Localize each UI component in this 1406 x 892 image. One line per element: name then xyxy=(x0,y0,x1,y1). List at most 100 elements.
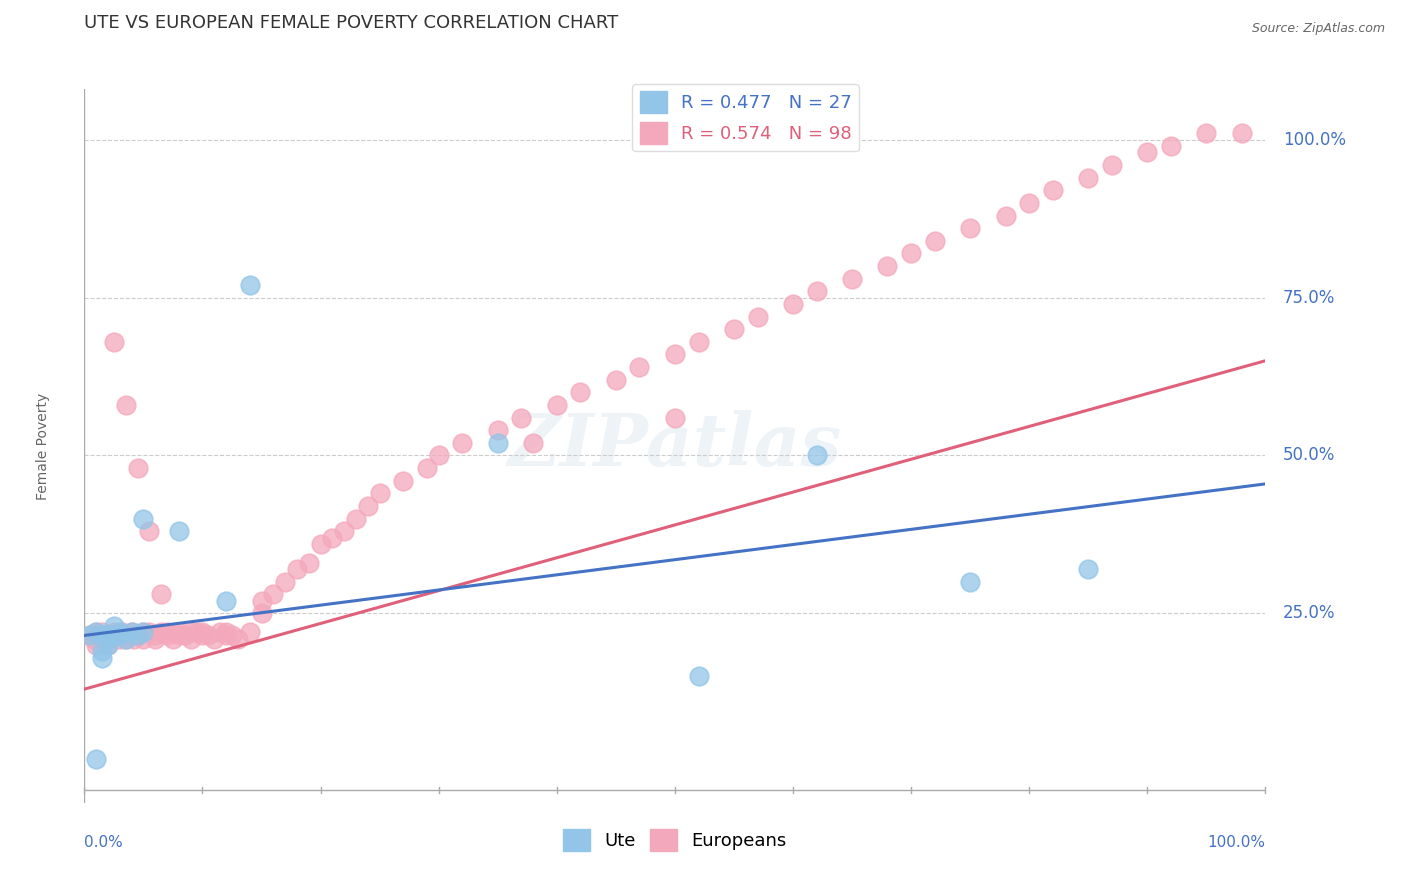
Point xyxy=(197,628,219,642)
Text: UTE VS EUROPEAN FEMALE POVERTY CORRELATION CHART: UTE VS EUROPEAN FEMALE POVERTY CORRELATI… xyxy=(84,14,619,32)
Point xyxy=(114,398,136,412)
Point xyxy=(841,271,863,285)
Point xyxy=(103,628,125,642)
Point xyxy=(121,628,143,642)
Point xyxy=(97,638,120,652)
Point xyxy=(103,619,125,633)
Point xyxy=(132,511,155,525)
Point xyxy=(959,574,981,589)
Point xyxy=(191,628,214,642)
Legend: Ute, Europeans: Ute, Europeans xyxy=(555,822,794,858)
Point xyxy=(103,628,125,642)
Point xyxy=(262,587,284,601)
Point xyxy=(103,625,125,640)
Point xyxy=(274,574,297,589)
Point xyxy=(79,628,101,642)
Text: 50.0%: 50.0% xyxy=(1284,447,1336,465)
Point xyxy=(84,625,107,640)
Point xyxy=(97,628,120,642)
Point xyxy=(150,625,173,640)
Point xyxy=(191,625,214,640)
Point xyxy=(143,632,166,646)
Point xyxy=(215,628,238,642)
Point xyxy=(664,347,686,361)
Point xyxy=(162,632,184,646)
Point xyxy=(156,628,179,642)
Point xyxy=(97,628,120,642)
Point xyxy=(180,625,202,640)
Point xyxy=(91,632,114,646)
Point xyxy=(451,435,474,450)
Point xyxy=(87,628,110,642)
Point xyxy=(416,461,439,475)
Point xyxy=(97,628,120,642)
Point xyxy=(1136,145,1159,160)
Point xyxy=(1230,127,1253,141)
Point xyxy=(209,625,232,640)
Point xyxy=(97,638,120,652)
Point xyxy=(628,360,651,375)
Point xyxy=(250,607,273,621)
Point xyxy=(84,638,107,652)
Point xyxy=(121,625,143,640)
Text: ZIPatlas: ZIPatlas xyxy=(508,410,842,482)
Point xyxy=(876,259,898,273)
Point xyxy=(108,625,131,640)
Point xyxy=(127,461,149,475)
Text: 100.0%: 100.0% xyxy=(1284,131,1346,149)
Point xyxy=(132,632,155,646)
Text: 0.0%: 0.0% xyxy=(84,835,124,850)
Point xyxy=(180,632,202,646)
Point xyxy=(486,423,509,437)
Point xyxy=(309,537,332,551)
Point xyxy=(143,628,166,642)
Point xyxy=(97,632,120,646)
Text: 75.0%: 75.0% xyxy=(1284,289,1336,307)
Point xyxy=(239,277,262,292)
Point xyxy=(132,625,155,640)
Point xyxy=(127,628,149,642)
Point xyxy=(111,625,134,640)
Point xyxy=(186,625,208,640)
Point xyxy=(122,632,145,646)
Text: Female Poverty: Female Poverty xyxy=(37,392,51,500)
Point xyxy=(782,297,804,311)
Point xyxy=(83,632,105,646)
Point xyxy=(688,334,710,349)
Point xyxy=(1195,127,1218,141)
Point xyxy=(664,410,686,425)
Point xyxy=(108,628,131,642)
Point xyxy=(285,562,308,576)
Point xyxy=(357,499,380,513)
Point xyxy=(510,410,533,425)
Point xyxy=(138,625,160,640)
Point xyxy=(91,628,114,642)
Point xyxy=(226,632,249,646)
Point xyxy=(114,632,136,646)
Text: 25.0%: 25.0% xyxy=(1284,605,1336,623)
Point xyxy=(108,628,131,642)
Point xyxy=(108,632,131,646)
Point xyxy=(107,628,129,642)
Text: Source: ZipAtlas.com: Source: ZipAtlas.com xyxy=(1251,22,1385,36)
Point xyxy=(91,644,114,658)
Point xyxy=(84,751,107,765)
Point xyxy=(747,310,769,324)
Point xyxy=(150,587,173,601)
Point xyxy=(114,628,136,642)
Point xyxy=(959,221,981,235)
Point xyxy=(1101,158,1123,172)
Point xyxy=(486,435,509,450)
Point xyxy=(368,486,391,500)
Point xyxy=(250,593,273,607)
Point xyxy=(239,625,262,640)
Point xyxy=(173,628,195,642)
Point xyxy=(138,524,160,539)
Point xyxy=(121,625,143,640)
Point xyxy=(167,524,190,539)
Point xyxy=(84,625,107,640)
Point xyxy=(298,556,321,570)
Point xyxy=(167,625,190,640)
Point xyxy=(156,625,179,640)
Point xyxy=(546,398,568,412)
